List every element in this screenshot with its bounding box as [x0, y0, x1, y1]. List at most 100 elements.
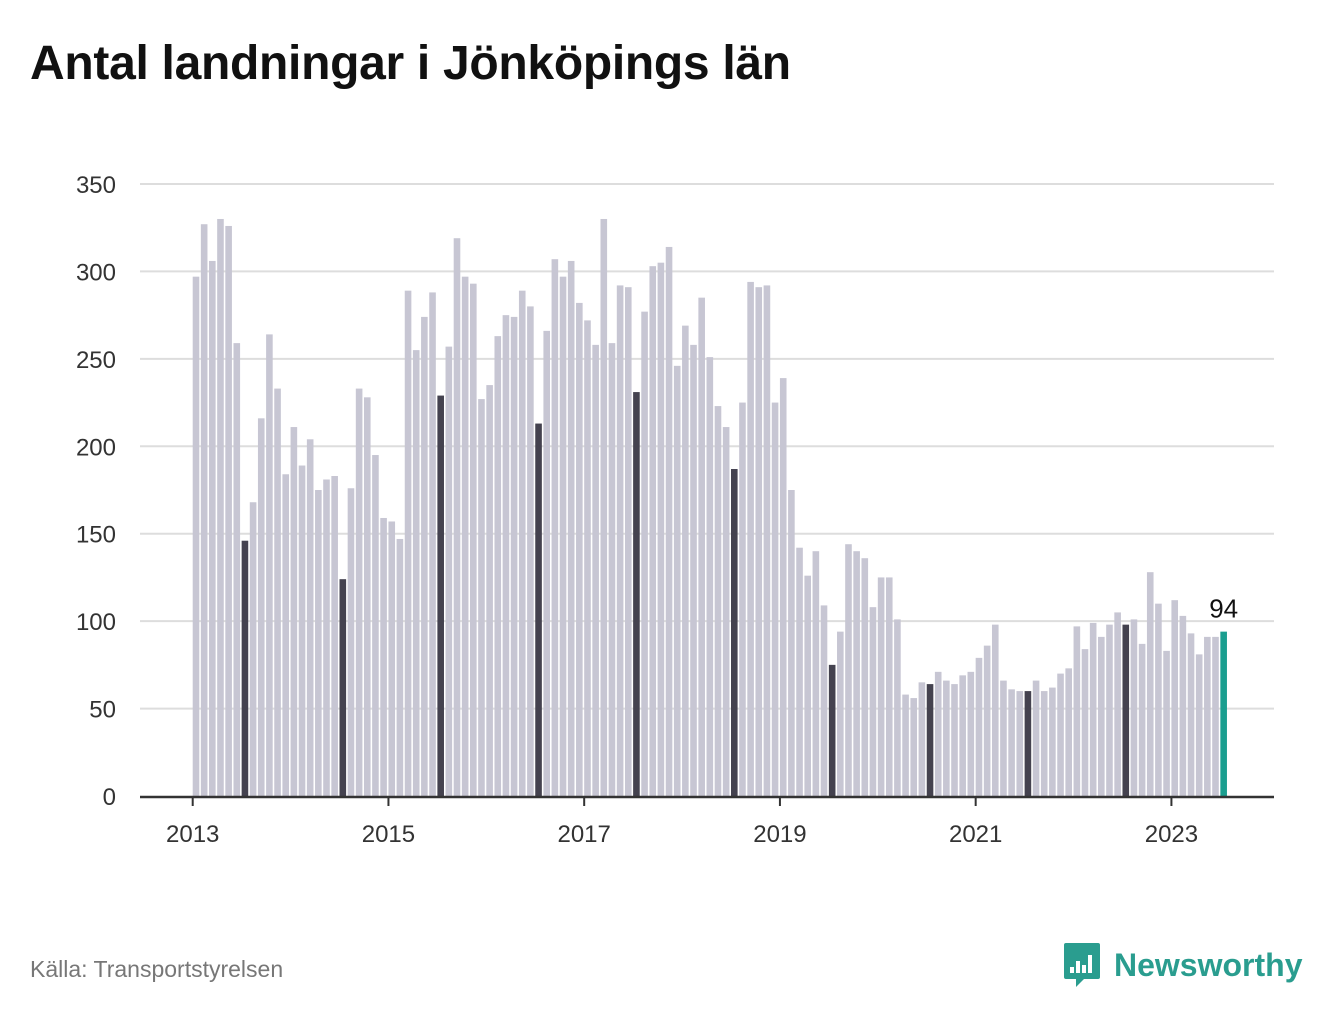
bar: [820, 605, 828, 796]
bar: [1089, 622, 1097, 796]
bar: [306, 439, 314, 796]
bar: [1163, 650, 1170, 796]
x-tick-label: 2023: [1145, 821, 1198, 848]
bar: [673, 365, 681, 796]
bar: [315, 490, 322, 796]
y-tick-label: 300: [76, 259, 116, 286]
bar: [200, 224, 208, 796]
bar: [1040, 691, 1048, 796]
bar: [388, 521, 396, 796]
y-tick-label: 0: [103, 784, 116, 811]
y-tick-label: 100: [76, 609, 116, 636]
bar-highlight: [241, 540, 249, 796]
newsworthy-logo-icon: [1064, 943, 1100, 987]
y-tick-label: 50: [89, 697, 116, 724]
bar: [975, 657, 983, 796]
bar: [1171, 600, 1179, 796]
bar: [861, 558, 869, 796]
bar: [584, 320, 591, 796]
bar: [608, 343, 616, 796]
bar: [1032, 680, 1040, 796]
bar: [991, 624, 999, 796]
bar: [576, 302, 583, 796]
bar: [763, 285, 771, 796]
bar: [902, 694, 909, 796]
bar: [559, 276, 567, 796]
bar: [543, 330, 551, 796]
bar: [1195, 654, 1203, 796]
bar: [1065, 668, 1072, 796]
bar: [1106, 624, 1113, 796]
bar: [747, 281, 754, 796]
bar: [983, 645, 991, 796]
bar: [714, 406, 722, 796]
bar: [600, 218, 608, 796]
bar: [551, 259, 559, 796]
bar: [616, 285, 624, 796]
bar: [249, 502, 257, 796]
bar: [290, 427, 298, 796]
bar: [298, 465, 306, 796]
bar: [225, 225, 232, 797]
bar: [510, 316, 518, 796]
bar: [502, 315, 510, 796]
bar: [323, 479, 330, 796]
x-tick-label: 2019: [753, 821, 806, 848]
bar: [771, 402, 779, 796]
bar-highlight: [926, 684, 934, 796]
bar-highlight: [1122, 624, 1130, 796]
bar-latest: [1220, 631, 1227, 796]
bar: [1073, 626, 1081, 796]
bar: [274, 388, 281, 796]
bar: [967, 671, 975, 796]
bar: [266, 334, 273, 796]
bar: [1130, 619, 1138, 796]
bar: [1138, 643, 1146, 796]
bar: [421, 316, 428, 796]
y-tick-label: 250: [76, 347, 116, 374]
bar-highlight: [828, 664, 836, 796]
bar: [518, 290, 526, 796]
bar-highlight: [339, 579, 347, 796]
bar: [665, 246, 673, 796]
bar: [1212, 636, 1219, 796]
bar: [682, 325, 689, 796]
bar: [918, 682, 926, 796]
bar: [943, 680, 950, 796]
bar: [1081, 649, 1089, 796]
bar: [1057, 673, 1064, 796]
bar: [478, 399, 485, 796]
x-tick-label: 2013: [166, 821, 219, 848]
bar: [869, 607, 877, 796]
bar: [429, 292, 436, 796]
bar: [592, 344, 599, 796]
bar: [209, 260, 216, 796]
bar: [739, 402, 746, 796]
bar: [1114, 612, 1121, 796]
bar-highlight: [730, 469, 738, 796]
bar: [877, 577, 885, 796]
bar: [453, 238, 461, 797]
bar: [657, 262, 665, 797]
bar: [779, 378, 787, 796]
bar: [486, 385, 493, 796]
bar: [192, 276, 200, 796]
bar: [698, 297, 705, 796]
bar: [445, 346, 453, 796]
x-tick-label: 2015: [362, 821, 415, 848]
y-axis-ticks: 0 50 100 150 200 250 300 350: [76, 172, 116, 811]
bar: [494, 336, 502, 796]
bar: [233, 343, 241, 796]
bar: [461, 276, 469, 796]
bars: [192, 218, 1227, 797]
bar: [1008, 689, 1015, 796]
bar: [355, 388, 363, 796]
source-text: Källa: Transportstyrelsen: [30, 956, 284, 982]
bar: [331, 476, 338, 796]
brand-logo: Newsworthy: [1062, 940, 1302, 990]
bar: [380, 517, 387, 796]
bar: [722, 427, 730, 796]
bar: [837, 631, 844, 796]
bar: [1155, 603, 1162, 796]
